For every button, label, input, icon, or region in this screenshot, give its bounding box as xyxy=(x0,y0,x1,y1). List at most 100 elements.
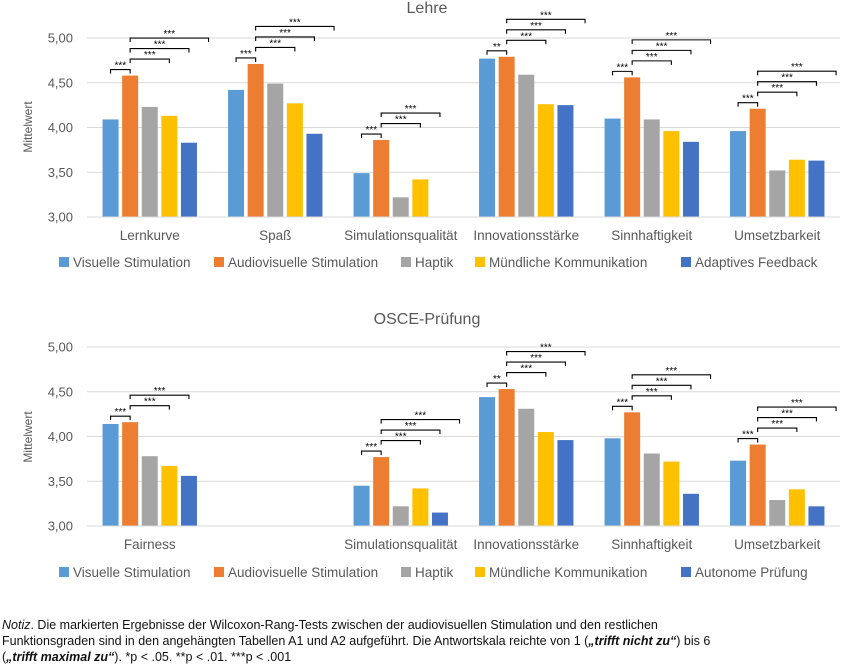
x-tick-label: Simulationsqualität xyxy=(344,537,458,552)
bar xyxy=(643,119,660,217)
significance-bracket xyxy=(631,39,712,44)
bar xyxy=(412,488,429,526)
significance-bracket xyxy=(361,450,382,456)
significance-bracket xyxy=(506,351,586,356)
significance-bracket xyxy=(110,69,131,74)
significance-label: *** xyxy=(279,28,291,39)
significance-label: *** xyxy=(240,49,252,60)
significance-bracket xyxy=(612,70,633,76)
bar xyxy=(353,173,370,217)
significance-bracket xyxy=(129,37,210,43)
significance-bracket xyxy=(380,429,441,435)
significance-label: *** xyxy=(115,407,127,418)
significance-bracket xyxy=(737,438,759,443)
significance-label: *** xyxy=(154,386,166,397)
bar xyxy=(643,453,660,526)
legend-swatch xyxy=(401,257,411,267)
bar xyxy=(102,119,119,217)
significance-label: *** xyxy=(269,38,281,49)
significance-label: *** xyxy=(646,387,658,398)
significance-label: *** xyxy=(781,409,793,420)
x-tick-label: Simulationsqualität xyxy=(344,228,458,243)
significance-label: *** xyxy=(405,104,417,115)
significance-bracket xyxy=(757,417,817,422)
bar xyxy=(604,118,621,217)
note-prefix: Notiz xyxy=(2,618,31,632)
bar xyxy=(498,56,515,217)
bar xyxy=(557,440,574,526)
bar xyxy=(373,140,390,217)
legend-entry: Mündliche Kommunikation xyxy=(489,565,647,580)
chart-1: Lehre 3,00 3,50 4,00 4,50 5,00 Mittelwert Lernk… xyxy=(21,0,840,270)
bar xyxy=(228,89,245,217)
bar xyxy=(537,432,554,526)
significance-bracket xyxy=(129,394,190,400)
bar xyxy=(537,104,554,217)
significance-label: *** xyxy=(366,125,378,136)
significance-bracket xyxy=(631,374,712,379)
x-tick-label: Spaß xyxy=(259,228,291,243)
bar xyxy=(682,141,699,217)
significance-label: *** xyxy=(154,40,166,51)
significance-label: *** xyxy=(656,376,668,387)
legend-swatch xyxy=(475,257,485,267)
y-tick-label: 3,50 xyxy=(48,165,73,180)
bar xyxy=(141,456,158,526)
bar xyxy=(730,131,747,217)
bar xyxy=(604,438,621,526)
bar xyxy=(663,131,680,217)
significance-bracket xyxy=(380,419,461,424)
y-axis-label: Mittelwert xyxy=(21,101,35,153)
chart-title: Lehre xyxy=(407,0,448,17)
significance-bracket xyxy=(380,122,421,128)
significance-label: *** xyxy=(164,29,176,40)
significance-bracket xyxy=(361,133,382,139)
bar xyxy=(412,179,429,217)
significance-bracket xyxy=(631,395,672,400)
bar xyxy=(373,457,390,526)
y-tick-label: 3,00 xyxy=(48,519,73,534)
x-tick-label: Sinnhaftigkeit xyxy=(611,228,692,243)
legend-entry: Visuelle Stimulation xyxy=(73,255,191,270)
note-line3a: ( xyxy=(2,650,7,664)
note-quote-1: „trifft nicht zu“ xyxy=(588,634,677,648)
note-line2: Funktionsgraden sind in den angehängten … xyxy=(2,634,589,648)
significance-bracket xyxy=(612,405,633,411)
x-tick-label: Fairness xyxy=(124,537,176,552)
bar xyxy=(808,160,825,217)
significance-label: *** xyxy=(617,62,629,73)
significance-label: *** xyxy=(646,52,658,63)
bar xyxy=(392,506,409,526)
significance-bracket xyxy=(380,440,421,445)
legend-entry: Audiovisuelle Stimulation xyxy=(228,565,378,580)
significance-label: *** xyxy=(405,421,417,432)
bar xyxy=(161,115,178,217)
legend-swatch xyxy=(681,567,691,577)
significance-label: *** xyxy=(115,61,127,72)
bar xyxy=(663,461,680,526)
bar xyxy=(557,105,574,217)
significance-bracket xyxy=(757,427,798,433)
bar xyxy=(353,485,370,526)
bar xyxy=(141,106,158,217)
significance-label: ** xyxy=(493,42,501,53)
bar xyxy=(749,444,766,526)
significance-label: *** xyxy=(395,432,407,443)
bar xyxy=(431,512,448,526)
y-tick-label: 4,50 xyxy=(48,384,73,399)
bar xyxy=(788,159,805,217)
bar xyxy=(247,63,264,217)
significance-bracket xyxy=(506,361,566,367)
significance-bracket xyxy=(486,382,508,388)
bar xyxy=(180,142,197,217)
significance-bracket xyxy=(631,384,692,390)
significance-label: *** xyxy=(781,73,793,84)
significance-label: *** xyxy=(742,430,754,441)
significance-label: *** xyxy=(791,62,803,73)
legend-swatch xyxy=(214,567,224,577)
x-tick-label: Umsetzbarkeit xyxy=(734,228,821,243)
significance-label: *** xyxy=(366,442,378,453)
legend-entry: Visuelle Stimulation xyxy=(73,565,191,580)
bar xyxy=(161,466,178,526)
